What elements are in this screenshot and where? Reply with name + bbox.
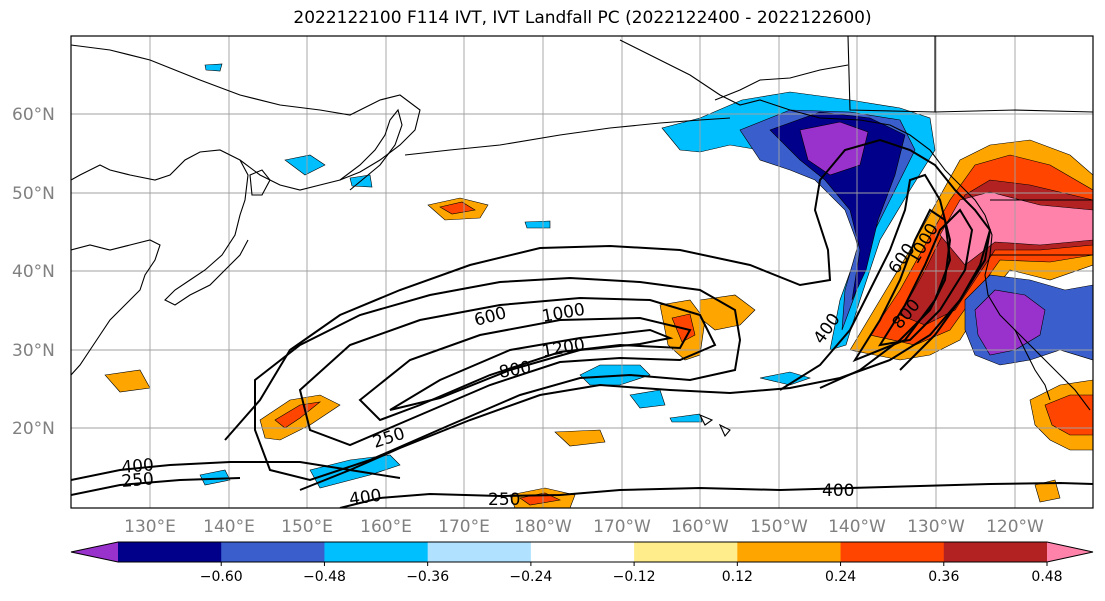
contour-label: 400 — [822, 481, 854, 501]
colorbar-segment — [118, 542, 222, 562]
lon-label: 170°W — [593, 517, 651, 537]
plot-frame — [70, 35, 1094, 509]
lon-label: 150°W — [750, 517, 808, 537]
lat-label: 60°N — [12, 105, 55, 125]
colorbar-segment — [840, 542, 945, 562]
colorbar-tick-labels: −0.60 −0.48 −0.36 −0.24 −0.12 0.12 0.24 0.36 0.4… — [200, 562, 1063, 585]
pc-shading — [104, 63, 1093, 508]
lat-label: 50°N — [12, 184, 55, 204]
colorbar-tick-label: −0.12 — [613, 569, 656, 585]
colorbar-segment — [530, 542, 635, 562]
lat-label: 30°N — [12, 341, 55, 361]
lon-label: 160°E — [360, 517, 412, 537]
colorbar-tick-label: 0.24 — [825, 569, 856, 585]
ivt-contours — [71, 138, 1093, 508]
lon-label: 130°E — [124, 517, 176, 537]
map-title: 2022122100 F114 IVT, IVT Landfall PC (20… — [293, 8, 872, 28]
colorbar-outline — [70, 541, 1094, 563]
longitude-labels: 130°E 140°E 150°E 160°E 170°E 180°W 170°… — [124, 517, 1044, 537]
colorbar-tick-label: 0.36 — [928, 569, 959, 585]
lon-label: 160°W — [671, 517, 729, 537]
lat-label: 40°N — [12, 262, 55, 282]
colorbar-extend-max — [1047, 542, 1093, 562]
lat-label: 20°N — [12, 419, 55, 439]
lon-label: 140°E — [203, 517, 255, 537]
contour-label: 250 — [488, 490, 520, 510]
lon-label: 130°W — [907, 517, 965, 537]
colorbar-segment — [324, 542, 429, 562]
colorbar-tick-label: −0.60 — [200, 569, 243, 585]
latitude-labels: 60°N 50°N 40°N 30°N 20°N — [12, 105, 55, 439]
colorbar-tick-label: 0.48 — [1031, 569, 1062, 585]
lon-label: 150°E — [281, 517, 333, 537]
colorbar — [70, 541, 1094, 563]
lon-label: 170°E — [438, 517, 490, 537]
coastlines — [71, 36, 1093, 438]
colorbar-segment — [943, 542, 1048, 562]
contour-label: 250 — [121, 469, 155, 492]
colorbar-segment — [427, 542, 532, 562]
colorbar-tick-label: −0.24 — [509, 569, 552, 585]
colorbar-tick-label: −0.36 — [406, 569, 449, 585]
lon-label: 120°W — [986, 517, 1044, 537]
colorbar-segment — [634, 542, 738, 562]
contour-label: 400 — [121, 455, 155, 478]
contour-label: 400 — [348, 486, 383, 510]
lon-label: 180°W — [514, 517, 572, 537]
colorbar-segment — [737, 542, 842, 562]
colorbar-tick-label: 0.12 — [722, 569, 753, 585]
lon-label: 140°W — [828, 517, 886, 537]
colorbar-segment — [221, 542, 325, 562]
colorbar-extend-min — [71, 542, 118, 562]
colorbar-tick-label: −0.48 — [303, 569, 346, 585]
